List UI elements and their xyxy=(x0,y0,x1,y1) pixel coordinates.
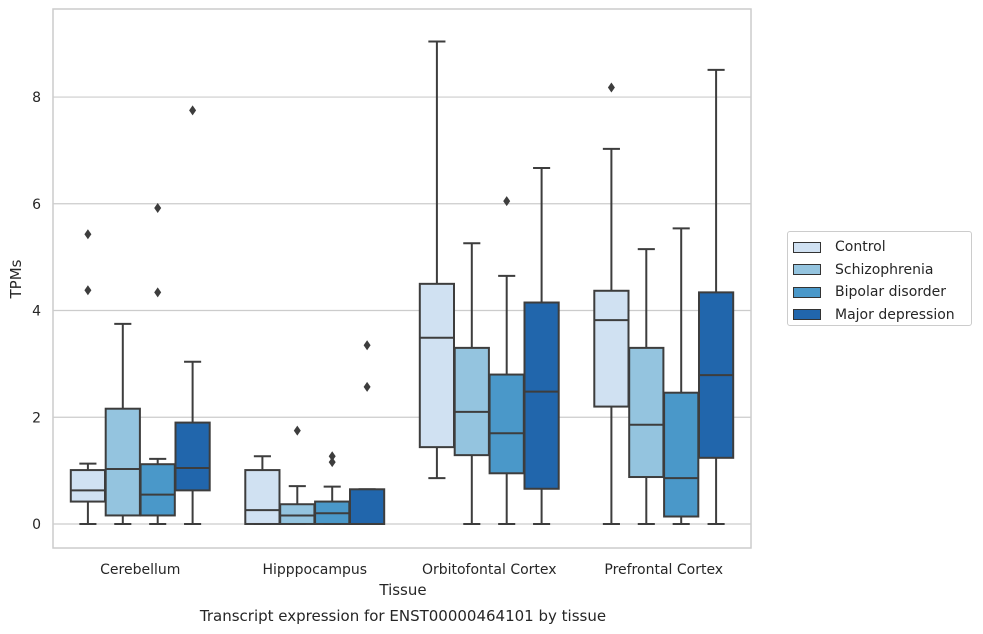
legend-item: Major depression xyxy=(793,304,971,327)
box-bipolar-disorder xyxy=(139,203,176,525)
chart-caption: Transcript expression for ENST0000046410… xyxy=(199,607,607,625)
iqr-box xyxy=(663,391,700,518)
iqr-box xyxy=(244,469,281,525)
x-tick-label: Hipppocampus xyxy=(262,562,367,578)
y-tick-label: 0 xyxy=(32,517,41,533)
iqr-box xyxy=(279,503,316,525)
y-tick-label: 2 xyxy=(32,410,41,426)
box-major-depression xyxy=(523,167,560,525)
y-axis-label: TPMs xyxy=(7,259,25,299)
iqr-box xyxy=(69,469,107,503)
legend-label: Bipolar disorder xyxy=(835,284,947,301)
box-control xyxy=(593,82,630,525)
outlier-point xyxy=(293,425,301,436)
iqr-box xyxy=(488,373,525,475)
outlier-point xyxy=(503,196,511,207)
outlier-point xyxy=(154,287,162,298)
box-control xyxy=(418,40,456,480)
legend-swatch xyxy=(793,309,821,321)
legend-label: Control xyxy=(835,239,886,256)
x-tick-label: Cerebellum xyxy=(100,562,180,578)
boxes xyxy=(69,40,735,525)
plot-area-border xyxy=(52,8,752,549)
legend-swatch xyxy=(793,286,821,298)
legend-item: Bipolar disorder xyxy=(793,281,971,304)
iqr-box xyxy=(523,301,560,490)
iqr-box xyxy=(348,488,386,525)
box-control xyxy=(69,229,107,525)
outlier-point xyxy=(328,451,336,462)
outlier-point xyxy=(84,229,92,240)
legend-swatch xyxy=(793,241,821,253)
y-tick-labels: 0 2 4 6 8 xyxy=(32,90,41,533)
y-tick-label: 8 xyxy=(32,90,41,106)
box-schizophrenia xyxy=(104,322,141,525)
outlier-point xyxy=(154,203,162,214)
legend-label: Schizophrenia xyxy=(835,261,934,278)
iqr-box xyxy=(418,282,456,449)
iqr-box xyxy=(593,289,630,408)
y-tick-label: 6 xyxy=(32,197,41,213)
outlier-point xyxy=(189,105,197,116)
box-bipolar-disorder xyxy=(314,451,351,525)
legend: Control Schizophrenia Bipolar disorder Majo… xyxy=(787,231,972,326)
legend-swatch xyxy=(793,264,821,276)
box-major-depression xyxy=(174,105,211,525)
iqr-box xyxy=(453,346,490,457)
x-tick-label: Orbitofontal Cortex xyxy=(422,562,557,578)
box-control xyxy=(244,455,281,525)
box-schizophrenia xyxy=(628,248,665,525)
iqr-box xyxy=(174,421,211,492)
box-schizophrenia xyxy=(453,242,490,525)
box-bipolar-disorder xyxy=(663,227,700,525)
legend-item: Control xyxy=(793,236,971,259)
legend-label: Major depression xyxy=(835,306,955,323)
iqr-box xyxy=(139,463,176,517)
x-tick-label: Prefrontal Cortex xyxy=(604,562,723,578)
box-bipolar-disorder xyxy=(488,196,525,525)
box-major-depression xyxy=(348,340,386,525)
outlier-point xyxy=(363,381,371,392)
box-schizophrenia xyxy=(279,425,316,525)
outlier-point xyxy=(328,457,336,468)
outlier-point xyxy=(363,340,371,351)
x-tick-labels: Cerebellum Hipppocampus Orbitofontal Corte… xyxy=(100,562,723,578)
x-axis-label: Tissue xyxy=(379,581,427,599)
outlier-point xyxy=(84,285,92,296)
iqr-box xyxy=(628,346,665,479)
box-major-depression xyxy=(697,68,735,525)
legend-item: Schizophrenia xyxy=(793,259,971,282)
iqr-box xyxy=(104,407,141,517)
outlier-point xyxy=(607,82,615,93)
plot-frame xyxy=(52,8,752,549)
y-tick-label: 4 xyxy=(32,304,41,320)
